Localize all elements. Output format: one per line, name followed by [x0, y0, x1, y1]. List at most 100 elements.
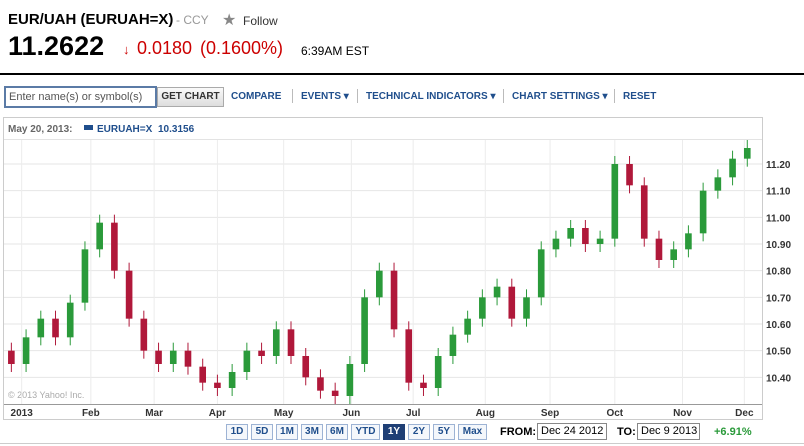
- y-tick-label: 10.60: [766, 320, 791, 331]
- x-tick-label: Dec: [735, 408, 754, 419]
- candle-body: [582, 228, 589, 244]
- settings-link[interactable]: CHART SETTINGS ▾: [512, 91, 608, 102]
- follow[interactable]: Follow: [243, 14, 278, 28]
- x-tick-label: Jun: [342, 408, 360, 419]
- candle-body: [37, 318, 45, 338]
- separator: [503, 89, 504, 103]
- candle-body: [537, 249, 545, 298]
- label: TECHNICAL INDICATORS: [366, 91, 488, 102]
- candle-body: [626, 164, 633, 186]
- x-tick-label: 2013: [11, 408, 34, 419]
- candle-body: [523, 297, 530, 319]
- candle-body: [493, 286, 501, 298]
- star-icon[interactable]: ★: [222, 12, 237, 29]
- title: EUR/UAH (EURUAH=X): [8, 11, 174, 28]
- candle-body: [331, 390, 339, 396]
- label: EVENTS: [301, 91, 342, 102]
- legend-value: 10.3156: [158, 124, 195, 135]
- candle-body: [699, 190, 707, 234]
- divider: [0, 73, 804, 75]
- to-input[interactable]: Dec 9 2013: [637, 423, 700, 440]
- compare-link[interactable]: COMPARE: [231, 91, 282, 102]
- exchange: - CCY: [176, 13, 209, 27]
- from-label: FROM:: [500, 426, 537, 438]
- candle-body: [199, 366, 207, 383]
- candle-body: [52, 318, 59, 338]
- candle-body: [479, 297, 486, 319]
- range-button[interactable]: 5D: [251, 424, 273, 440]
- candle-body: [272, 329, 280, 356]
- down-arrow: ↓: [123, 42, 130, 57]
- candle-body: [567, 228, 574, 239]
- candle-body: [96, 222, 103, 250]
- chart-frame: [3, 117, 763, 420]
- x-tick-label: Oct: [606, 408, 623, 419]
- range-button[interactable]: Max: [458, 424, 487, 440]
- indicators-link[interactable]: TECHNICAL INDICATORS ▾: [366, 91, 496, 102]
- x-tick-label: Sep: [541, 408, 559, 419]
- range-button[interactable]: 5Y: [433, 424, 455, 440]
- get-chart-button[interactable]: GET CHART: [157, 87, 224, 107]
- candle-body: [714, 177, 722, 191]
- separator: [614, 89, 615, 103]
- from-input[interactable]: Dec 24 2012: [537, 423, 607, 440]
- candle-body: [655, 238, 663, 260]
- y-tick-label: 11.20: [766, 160, 791, 171]
- legend-date: May 20, 2013:: [8, 124, 73, 135]
- range-button[interactable]: YTD: [351, 424, 380, 440]
- range-button[interactable]: 1D: [226, 424, 248, 440]
- candle-body: [743, 148, 751, 159]
- candle-body: [302, 356, 310, 378]
- candle-body: [552, 238, 560, 250]
- candle-body: [140, 318, 148, 351]
- x-tick-label: Aug: [476, 408, 495, 419]
- candle-body: [22, 337, 30, 364]
- candle-body: [390, 270, 398, 330]
- candle-body: [287, 329, 295, 356]
- candle-body: [184, 350, 192, 367]
- candle-body: [214, 382, 221, 388]
- candle-body: [729, 158, 736, 178]
- divider: [0, 443, 804, 444]
- range-button[interactable]: 6M: [326, 424, 348, 440]
- x-tick-label: May: [274, 408, 294, 419]
- y-tick-label: 10.50: [766, 347, 791, 358]
- candle-body: [8, 350, 15, 364]
- candle-body: [640, 185, 648, 239]
- range-button[interactable]: 3M: [301, 424, 323, 440]
- change-percent: (0.1600%): [200, 38, 284, 58]
- events-link[interactable]: EVENTS ▾: [301, 91, 349, 102]
- search-input[interactable]: Enter name(s) or symbol(s): [4, 86, 157, 108]
- candle-body: [243, 350, 251, 372]
- candle-body: [346, 364, 354, 396]
- reset-link[interactable]: RESET: [623, 91, 657, 102]
- time: 6:39AM EST: [301, 44, 370, 58]
- candle-body: [611, 164, 619, 239]
- y-tick-label: 10.80: [766, 267, 791, 278]
- x-tick-label: Feb: [82, 408, 100, 419]
- legend-swatch: [84, 125, 93, 130]
- x-tick-label: Mar: [145, 408, 163, 419]
- candle-body: [169, 350, 177, 364]
- price: 11.2622: [8, 31, 105, 61]
- y-tick-label: 10.90: [766, 240, 791, 251]
- candle-body: [449, 334, 457, 356]
- candle-body: [81, 249, 89, 303]
- candle-body: [111, 222, 118, 271]
- y-tick-label: 10.40: [766, 373, 791, 384]
- range-button[interactable]: 1Y: [383, 424, 405, 440]
- range-change: +6.91%: [714, 426, 752, 438]
- candle-body: [670, 249, 678, 260]
- range-button[interactable]: 2Y: [408, 424, 430, 440]
- label: CHART SETTINGS: [512, 91, 600, 102]
- candle-body: [317, 377, 324, 391]
- to-label: TO:: [617, 426, 636, 438]
- candle-body: [464, 318, 471, 335]
- candle-body: [508, 286, 516, 319]
- separator: [357, 89, 358, 103]
- range-button[interactable]: 1M: [276, 424, 298, 440]
- candle-body: [228, 372, 236, 388]
- candle-body: [361, 297, 368, 364]
